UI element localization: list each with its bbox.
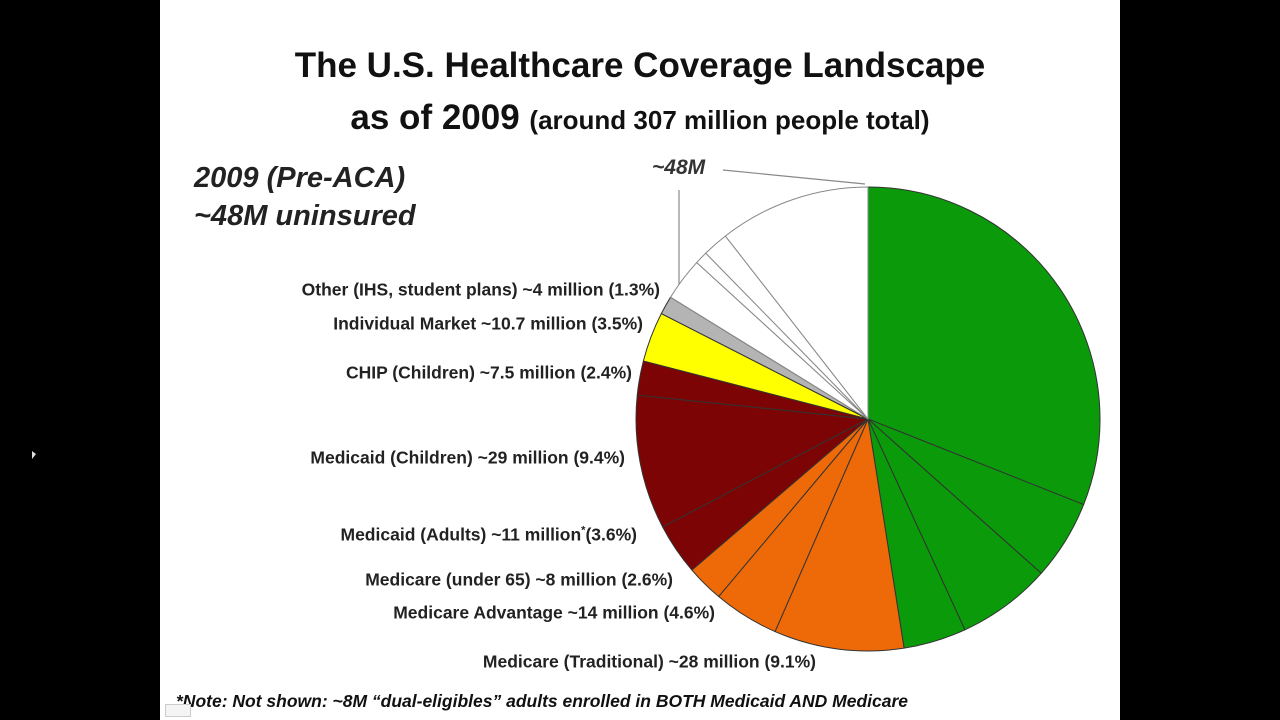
label-medicare-under-65: Medicare (under 65) ~8 million (2.6%) (365, 569, 673, 590)
uninsured-callout: ~48M (652, 156, 706, 179)
label-chip: CHIP (Children) ~7.5 million (2.4%) (345, 362, 632, 383)
pie-slice-0 (867, 186, 1101, 506)
heading-uninsured: ~48M uninsured (194, 200, 416, 232)
slide: The U.S. Healthcare Coverage Landscape a… (160, 0, 1120, 720)
label-individual-market: Individual Market ~10.7 million (3.5%) (333, 313, 643, 334)
pie-chart (635, 169, 1101, 652)
slide-title-line2: as of 2009 (around 307 million people to… (160, 98, 1120, 138)
pie-slice-4 (774, 418, 905, 652)
slide-menu-icon[interactable] (165, 704, 191, 717)
mouse-cursor-icon (32, 451, 36, 459)
footnote: *Note: Not shown: ~8M “dual-eligibles” a… (176, 691, 909, 711)
callout-leader-line (722, 169, 866, 185)
pie-slice-15 (724, 186, 869, 420)
label-medicare-advantage: Medicare Advantage ~14 million (4.6%) (393, 602, 715, 623)
pie-slice-8 (635, 394, 869, 528)
slide-title-line1: The U.S. Healthcare Coverage Landscape (294, 46, 986, 85)
label-medicaid-adults-text: Medicaid (Adults) ~11 million (340, 524, 582, 545)
title-year: as of 2009 (350, 98, 520, 137)
title-subtitle: (around 307 million people total) (529, 105, 930, 135)
label-other: Other (IHS, student plans) ~4 million (1… (301, 279, 660, 300)
label-medicare-traditional: Medicare (Traditional) ~28 million (9.1%… (482, 651, 816, 672)
footnote-mark: * (581, 524, 586, 537)
label-medicaid-children: Medicaid (Children) ~29 million (9.4%) (310, 447, 625, 468)
label-medicaid-adults: Medicaid (Adults) ~11 million*(3.6%) (341, 525, 638, 546)
label-medicaid-adults-pct: (3.6%) (585, 524, 637, 545)
heading-pre-aca: 2009 (Pre-ACA) (194, 162, 406, 194)
